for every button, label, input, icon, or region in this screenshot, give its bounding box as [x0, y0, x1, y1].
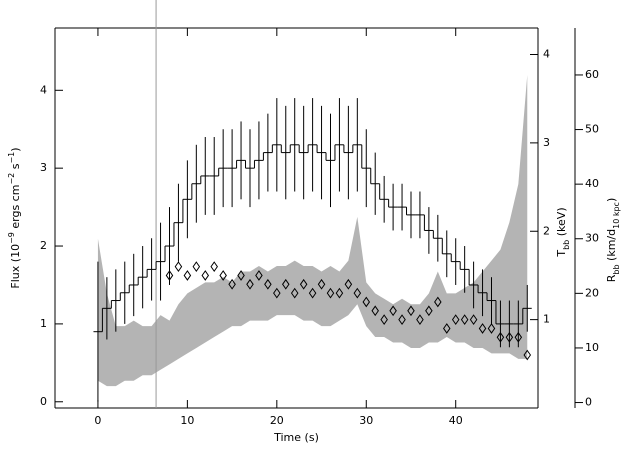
temperature-point	[237, 270, 245, 281]
temperature-point	[496, 331, 505, 343]
temperature-point	[246, 278, 254, 290]
y-tick-label: 0	[40, 395, 47, 408]
y-axis-label-part: −9	[7, 232, 16, 244]
temperature-point	[308, 287, 317, 299]
y2-tick-label: 3	[543, 136, 550, 149]
temperature-point	[335, 287, 344, 299]
y3-tick-label: 60	[585, 68, 599, 81]
y3-tick-label: 20	[585, 286, 599, 299]
temperature-point	[192, 261, 201, 272]
y3-axis-label-part: bb	[612, 264, 621, 274]
y3-axis-label: Rbb (km/d10 kpc)	[605, 198, 621, 283]
y3-tick-label: 10	[585, 341, 599, 354]
y-axis-label-part: −2	[7, 173, 16, 185]
temperature-point	[273, 287, 281, 299]
temperature-point	[362, 296, 371, 308]
temperature-point	[344, 278, 353, 290]
radius-band	[97, 74, 528, 387]
y3-axis-label-part: R	[605, 274, 618, 282]
temperature-point	[505, 331, 514, 343]
y3-tick-label: 30	[585, 232, 599, 245]
temperature-point	[174, 261, 183, 272]
y-axis-label-part: )	[9, 147, 22, 151]
temperature-point	[371, 305, 379, 317]
temperature-point	[228, 278, 236, 290]
temperature-point	[326, 287, 335, 299]
y-axis-label-part: ergs cm	[9, 185, 22, 233]
temperature-point	[478, 323, 487, 334]
y2-tick-label: 2	[543, 224, 550, 237]
temperature-point	[451, 314, 460, 325]
y2-axis-label-part: bb	[562, 240, 571, 250]
y2-axis-label-part: (keV)	[555, 207, 568, 239]
y3-axis-label-part: 10 kpc	[612, 202, 621, 229]
temperature-point	[443, 323, 451, 334]
temperature-point	[299, 278, 308, 290]
y-tick-label: 3	[40, 161, 47, 174]
temperature-point	[460, 314, 469, 325]
x-tick-label: 0	[94, 414, 101, 427]
temperature-point	[380, 314, 388, 325]
temperature-point	[255, 270, 263, 281]
x-tick-label: 40	[449, 414, 463, 427]
y3-axis-label-part: (km/d	[605, 229, 618, 265]
y2-axis-label: Tbb (keV)	[555, 207, 571, 257]
temperature-point	[389, 305, 397, 317]
temperature-point	[353, 287, 362, 299]
y-tick-label: 2	[40, 239, 47, 252]
y2-axis-label-part: T	[555, 250, 568, 258]
x-tick-label: 30	[359, 414, 373, 427]
y2-tick-label: 1	[543, 313, 550, 326]
axes-frame	[54, 27, 576, 409]
temperature-point	[183, 270, 192, 281]
x-tick-label: 20	[270, 414, 284, 427]
temperature-point	[425, 305, 433, 317]
temperature-point	[407, 305, 415, 317]
temperature-point	[264, 278, 272, 290]
y3-tick-label: 40	[585, 177, 599, 190]
y-axis-label: Flux (10−9 ergs cm−2 s−1)	[7, 147, 22, 288]
y-axis-label-part: s	[9, 163, 22, 172]
y-axis-label-part: Flux (10	[9, 244, 22, 289]
temperature-point	[523, 349, 532, 361]
temperature-point	[219, 270, 227, 281]
temperature-point	[282, 278, 290, 290]
y-tick-label: 4	[40, 83, 47, 96]
y3-tick-label: 50	[585, 123, 599, 136]
temperature-point	[469, 314, 478, 325]
temperature-point	[201, 270, 210, 281]
temperature-point	[514, 331, 523, 343]
temperature-point	[398, 314, 406, 325]
temperature-point	[434, 296, 442, 308]
y-tick-label: 1	[40, 317, 47, 330]
temperature-point	[165, 270, 174, 281]
y3-tick-label: 0	[585, 396, 592, 409]
temperature-point	[290, 287, 299, 299]
y2-tick-label: 4	[543, 48, 550, 61]
temperature-point	[210, 261, 218, 272]
y-axis-label-part: −1	[7, 152, 16, 164]
y3-axis-label-part: )	[605, 198, 618, 202]
x-axis-label: Time (s)	[273, 431, 319, 444]
temperature-point	[317, 278, 326, 290]
x-tick-label: 10	[180, 414, 194, 427]
temperature-point	[416, 314, 424, 325]
temperature-point	[487, 323, 496, 334]
